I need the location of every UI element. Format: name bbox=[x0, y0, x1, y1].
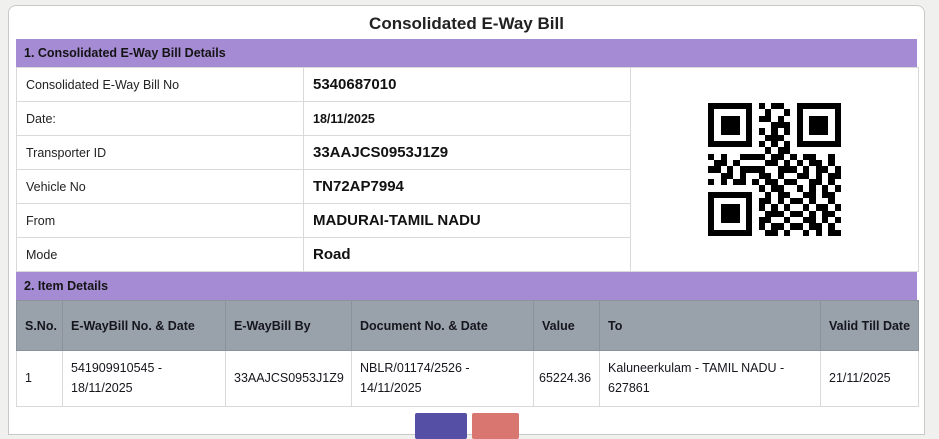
col-header-document-no-date: Document No. & Date bbox=[351, 300, 534, 351]
item-document-no-date: NBLR/01174/2526 - 14/11/2025 bbox=[351, 350, 534, 407]
detail-label: Consolidated E-Way Bill No bbox=[16, 67, 304, 102]
detail-label: Transporter ID bbox=[16, 135, 304, 170]
item-value: 65224.36 bbox=[533, 350, 600, 407]
col-header-value: Value bbox=[533, 300, 600, 351]
detail-row: From MADURAI-TAMIL NADU bbox=[16, 203, 919, 238]
item-row: 1 541909910545 - 18/11/2025 33AAJCS0953J… bbox=[16, 350, 919, 407]
col-header-valid-till-date: Valid Till Date bbox=[820, 300, 919, 351]
detail-value: TN72AP7994 bbox=[303, 169, 631, 204]
detail-label: From bbox=[16, 203, 304, 238]
detail-row: Date: 18/11/2025 bbox=[16, 101, 919, 136]
item-sno: 1 bbox=[16, 350, 63, 407]
item-valid-till-date: 21/11/2025 bbox=[820, 350, 919, 407]
item-ewaybill-no-date: 541909910545 - 18/11/2025 bbox=[62, 350, 226, 407]
detail-row: Mode Road bbox=[16, 237, 919, 272]
section-heading-details: 1. Consolidated E-Way Bill Details bbox=[16, 39, 917, 67]
eway-bill-card: Consolidated E-Way Bill 1. Consolidated … bbox=[8, 5, 925, 439]
detail-label: Date: bbox=[16, 101, 304, 136]
section-heading-items: 2. Item Details bbox=[16, 272, 917, 300]
detail-row: Consolidated E-Way Bill No 5340687010 bbox=[16, 67, 919, 272]
detail-label: Vehicle No bbox=[16, 169, 304, 204]
qr-cell bbox=[630, 67, 919, 272]
details-table: Consolidated E-Way Bill No 5340687010 Da… bbox=[16, 67, 919, 272]
qr-code-image bbox=[708, 103, 841, 236]
items-table: S.No. E-WayBill No. & Date E-WayBill By … bbox=[16, 300, 919, 407]
detail-value: 18/11/2025 bbox=[303, 101, 631, 136]
col-header-ewaybill-by: E-WayBill By bbox=[225, 300, 352, 351]
col-header-to: To bbox=[599, 300, 821, 351]
primary-button[interactable] bbox=[414, 413, 467, 439]
detail-label: Mode bbox=[16, 237, 304, 272]
page-title: Consolidated E-Way Bill bbox=[369, 14, 564, 33]
detail-value: MADURAI-TAMIL NADU bbox=[303, 203, 631, 238]
detail-row: Vehicle No TN72AP7994 bbox=[16, 169, 919, 204]
col-header-sno: S.No. bbox=[16, 300, 63, 351]
detail-value: 33AAJCS0953J1Z9 bbox=[303, 135, 631, 170]
detail-row: Transporter ID 33AAJCS0953J1Z9 bbox=[16, 135, 919, 170]
footer-button-row bbox=[9, 413, 924, 439]
item-to: Kaluneerkulam - TAMIL NADU - 627861 bbox=[599, 350, 821, 407]
detail-value: 5340687010 bbox=[303, 67, 631, 102]
detail-value: Road bbox=[303, 237, 631, 272]
col-header-ewaybill-no-date: E-WayBill No. & Date bbox=[62, 300, 226, 351]
item-ewaybill-by: 33AAJCS0953J1Z9 bbox=[225, 350, 352, 407]
secondary-button[interactable] bbox=[471, 413, 519, 439]
items-header-row: S.No. E-WayBill No. & Date E-WayBill By … bbox=[16, 300, 919, 351]
